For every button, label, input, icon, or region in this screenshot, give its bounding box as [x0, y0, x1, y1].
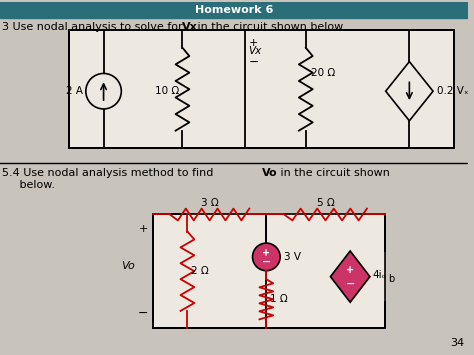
- Text: 3 Use nodal analysis to solve for: 3 Use nodal analysis to solve for: [2, 22, 186, 32]
- Text: 4iₒ: 4iₒ: [373, 270, 387, 280]
- Text: 5 Ω: 5 Ω: [317, 198, 334, 208]
- Circle shape: [86, 73, 121, 109]
- Text: Homework 6: Homework 6: [195, 5, 273, 15]
- Text: 0.2 Vₓ: 0.2 Vₓ: [437, 86, 468, 96]
- Text: Vo: Vo: [263, 168, 278, 178]
- Bar: [69, 30, 454, 148]
- Text: 20 Ω: 20 Ω: [311, 69, 335, 78]
- Text: 3 Ω: 3 Ω: [201, 198, 219, 208]
- Text: 5.4 Use nodal analysis method to find: 5.4 Use nodal analysis method to find: [2, 168, 217, 178]
- Polygon shape: [386, 62, 433, 121]
- Text: Vx: Vx: [182, 22, 197, 32]
- Text: +: +: [248, 38, 258, 48]
- Circle shape: [253, 243, 280, 271]
- Text: below.: below.: [2, 180, 55, 190]
- Text: −: −: [137, 307, 148, 320]
- Text: b: b: [388, 274, 394, 284]
- Text: +: +: [138, 224, 148, 234]
- Text: −: −: [346, 279, 355, 289]
- Text: 1 Ω: 1 Ω: [270, 294, 288, 304]
- Text: 3 V: 3 V: [284, 252, 301, 262]
- Text: Vx: Vx: [248, 46, 262, 56]
- Text: −: −: [248, 56, 259, 69]
- Text: in the circuit shown below.: in the circuit shown below.: [194, 22, 346, 32]
- Text: −: −: [262, 257, 271, 267]
- Text: 2 Ω: 2 Ω: [191, 266, 209, 276]
- Text: in the circuit shown: in the circuit shown: [277, 168, 390, 178]
- Bar: [0, 2, 467, 18]
- Bar: [153, 214, 385, 328]
- Text: 34: 34: [450, 338, 465, 348]
- Text: +: +: [346, 265, 354, 275]
- Polygon shape: [330, 251, 370, 302]
- Text: Vo: Vo: [121, 261, 135, 271]
- Text: +: +: [262, 248, 270, 258]
- Text: 10 Ω: 10 Ω: [155, 86, 180, 96]
- Text: 2 A: 2 A: [66, 86, 83, 96]
